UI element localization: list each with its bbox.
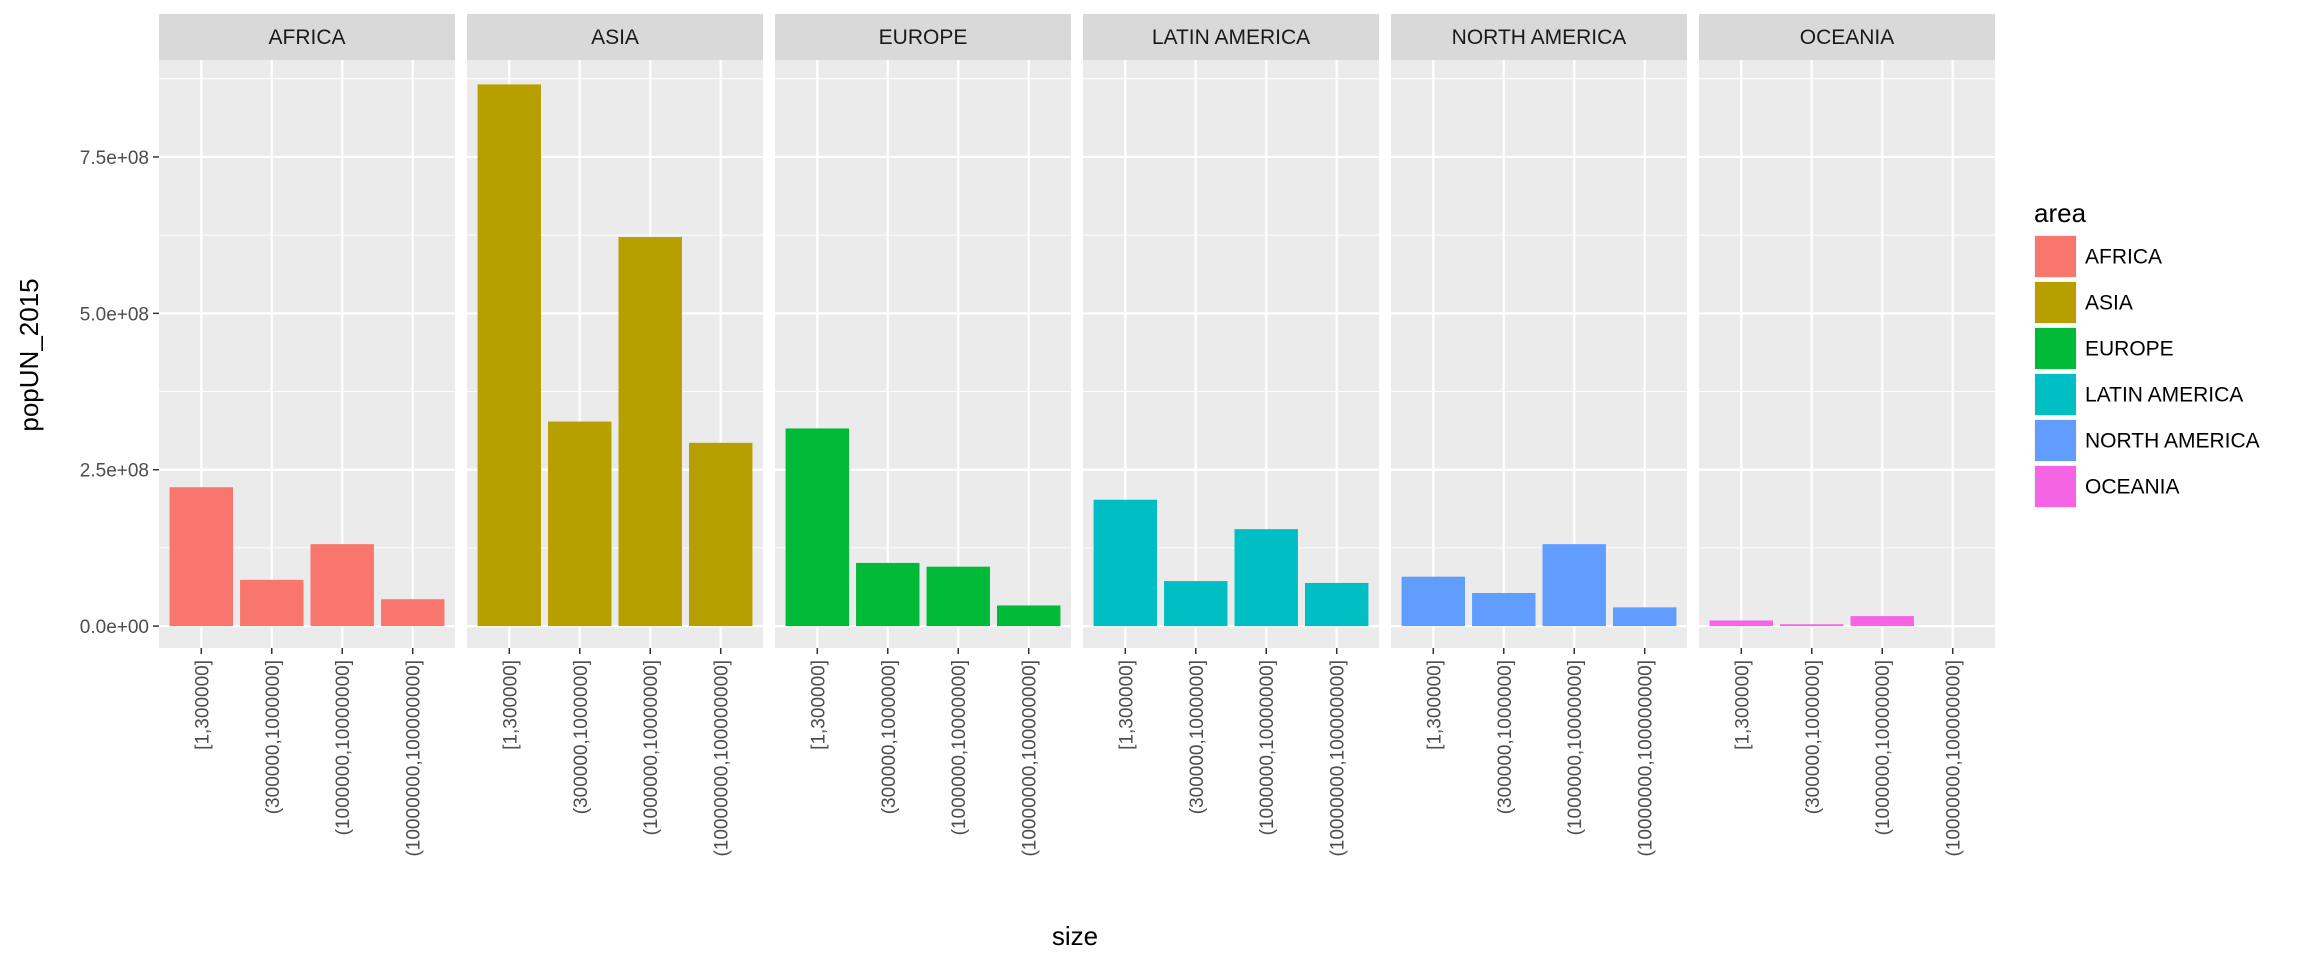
bar bbox=[1401, 576, 1465, 627]
x-tick-label: (10000000,100000000] bbox=[1944, 660, 1965, 857]
legend-label: NORTH AMERICA bbox=[2085, 430, 2260, 453]
bar bbox=[381, 599, 445, 627]
y-axis: 0.0e+00 2.5e+08 5.0e+08 7.5e+08 bbox=[80, 148, 159, 638]
x-tick-label: (1000000,10000000] bbox=[1565, 660, 1586, 835]
legend-swatch bbox=[2035, 374, 2076, 415]
bar bbox=[240, 579, 304, 627]
x-tick-label: (1000000,10000000] bbox=[641, 660, 662, 835]
facet-africa: AFRICA [1,300000] (300000,1000000] (1000000… bbox=[159, 14, 455, 857]
bar bbox=[1093, 499, 1157, 627]
x-tick-label: [1,300000] bbox=[500, 660, 521, 750]
legend-label: EUROPE bbox=[2085, 338, 2174, 361]
x-tick-label: [1,300000] bbox=[192, 660, 213, 750]
facet-north-america: NORTH AMERICA [1,300000] (300000,1000000] (… bbox=[1391, 14, 1687, 857]
facet-strip bbox=[467, 14, 763, 60]
bar bbox=[1164, 581, 1228, 627]
x-tick-label: (1000000,10000000] bbox=[1873, 660, 1894, 835]
legend-swatch bbox=[2035, 420, 2076, 461]
panel-background bbox=[1699, 60, 1995, 648]
x-tick-label: (10000000,100000000] bbox=[712, 660, 733, 857]
legend-label: OCEANIA bbox=[2085, 476, 2180, 499]
x-tick-label: [1,300000] bbox=[1424, 660, 1445, 750]
bar bbox=[785, 428, 849, 627]
bar bbox=[169, 487, 233, 627]
bar bbox=[997, 605, 1061, 627]
y-tick-label: 2.5e+08 bbox=[80, 461, 149, 482]
facet-asia: ASIA [1,300000] (300000,1000000] (1000000,1… bbox=[467, 14, 763, 857]
bar bbox=[1305, 582, 1369, 627]
panel-background bbox=[1391, 60, 1687, 648]
facet-strip-label: ASIA bbox=[591, 26, 639, 49]
facet-oceania: OCEANIA [1,300000] (300000,1000000] (100000… bbox=[1699, 14, 1995, 857]
bar bbox=[926, 566, 990, 627]
bar bbox=[1234, 529, 1298, 627]
x-tick-label: (300000,1000000] bbox=[1495, 660, 1516, 814]
legend: area AFRICA ASIA EUROPE LATIN AMERICA NORTH … bbox=[2034, 198, 2260, 508]
bar bbox=[856, 562, 920, 627]
x-tick-label: (1000000,10000000] bbox=[1257, 660, 1278, 835]
bar bbox=[1542, 544, 1606, 627]
bar bbox=[477, 84, 541, 627]
bar bbox=[310, 544, 374, 627]
x-tick-label: (10000000,100000000] bbox=[1636, 660, 1657, 857]
facet-strip bbox=[159, 14, 455, 60]
bar bbox=[618, 237, 682, 627]
facet-strip-label: NORTH AMERICA bbox=[1452, 26, 1627, 49]
x-tick-label: [1,300000] bbox=[808, 660, 829, 750]
facet-strip bbox=[775, 14, 1071, 60]
x-tick-label: (1000000,10000000] bbox=[333, 660, 354, 835]
y-tick-label: 7.5e+08 bbox=[80, 148, 149, 169]
y-tick-label: 5.0e+08 bbox=[80, 304, 149, 325]
x-tick-label: (300000,1000000] bbox=[879, 660, 900, 814]
facet-strip-label: LATIN AMERICA bbox=[1152, 26, 1310, 49]
facet-strip bbox=[1699, 14, 1995, 60]
facet-latin-america: LATIN AMERICA [1,300000] (300000,1000000] (… bbox=[1083, 14, 1379, 857]
x-tick-label: (10000000,100000000] bbox=[1328, 660, 1349, 857]
legend-swatch bbox=[2035, 328, 2076, 369]
x-axis-title: size bbox=[1052, 921, 1098, 951]
facet-panels: AFRICA [1,300000] (300000,1000000] (1000000… bbox=[159, 14, 1995, 857]
bar bbox=[1472, 592, 1536, 627]
x-tick-label: (1000000,10000000] bbox=[949, 660, 970, 835]
legend-title: area bbox=[2034, 198, 2087, 228]
legend-label: AFRICA bbox=[2085, 246, 2162, 269]
legend-swatch bbox=[2035, 282, 2076, 323]
legend-swatch bbox=[2035, 236, 2076, 277]
bar bbox=[1613, 607, 1677, 627]
legend-swatch bbox=[2035, 466, 2076, 507]
y-axis-title: popUN_2015 bbox=[14, 278, 44, 431]
x-tick-label: (300000,1000000] bbox=[571, 660, 592, 814]
bar bbox=[689, 442, 753, 627]
facet-strip-label: EUROPE bbox=[879, 26, 968, 49]
y-tick-label: 0.0e+00 bbox=[80, 617, 149, 638]
x-tick-label: [1,300000] bbox=[1732, 660, 1753, 750]
bar bbox=[1709, 620, 1773, 627]
facet-strip bbox=[1083, 14, 1379, 60]
x-tick-label: (300000,1000000] bbox=[263, 660, 284, 814]
x-tick-label: (10000000,100000000] bbox=[1020, 660, 1041, 857]
x-tick-label: (10000000,100000000] bbox=[404, 660, 425, 857]
facet-strip bbox=[1391, 14, 1687, 60]
legend-label: LATIN AMERICA bbox=[2085, 384, 2243, 407]
facet-strip-label: AFRICA bbox=[268, 26, 345, 49]
bar bbox=[1780, 624, 1844, 627]
bar bbox=[548, 421, 612, 627]
x-tick-label: (300000,1000000] bbox=[1187, 660, 1208, 814]
bar bbox=[1850, 616, 1914, 627]
legend-label: ASIA bbox=[2085, 292, 2133, 315]
x-tick-label: (300000,1000000] bbox=[1803, 660, 1824, 814]
facet-strip-label: OCEANIA bbox=[1800, 26, 1895, 49]
x-tick-label: [1,300000] bbox=[1116, 660, 1137, 750]
facet-europe: EUROPE [1,300000] (300000,1000000] (1000000… bbox=[775, 14, 1071, 857]
